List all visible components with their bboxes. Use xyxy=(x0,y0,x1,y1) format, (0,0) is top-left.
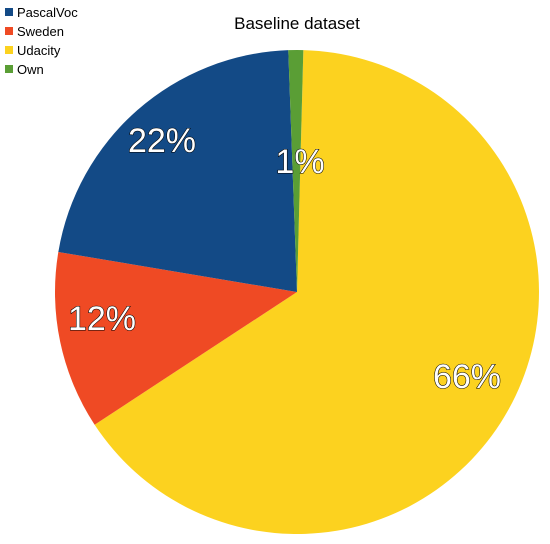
data-label-own: 1% xyxy=(275,143,324,181)
legend-label-pascalvoc: PascalVoc xyxy=(17,5,78,20)
chart-title: Baseline dataset xyxy=(234,14,360,33)
legend: PascalVoc Sweden Udacity Own xyxy=(5,5,78,77)
legend-label-own: Own xyxy=(17,62,44,77)
pie-slice-own xyxy=(288,49,304,292)
pie-slice-udacity xyxy=(94,50,539,534)
legend-swatch-udacity xyxy=(5,46,13,54)
data-label-sweden: 12% xyxy=(68,300,136,338)
data-label-pascalvoc: 22% xyxy=(128,122,196,160)
pie-slices xyxy=(54,49,539,534)
data-label-udacity: 66% xyxy=(433,358,501,396)
legend-label-udacity: Udacity xyxy=(17,43,61,58)
legend-swatch-pascalvoc xyxy=(5,8,13,16)
pie-slice-sweden xyxy=(54,251,298,425)
data-labels: 22% 12% 66% 1% xyxy=(67,121,501,396)
legend-swatch-own xyxy=(5,65,13,73)
pie-slice-pascalvoc xyxy=(58,50,297,292)
legend-label-sweden: Sweden xyxy=(17,24,64,39)
legend-swatch-sweden xyxy=(5,27,13,35)
